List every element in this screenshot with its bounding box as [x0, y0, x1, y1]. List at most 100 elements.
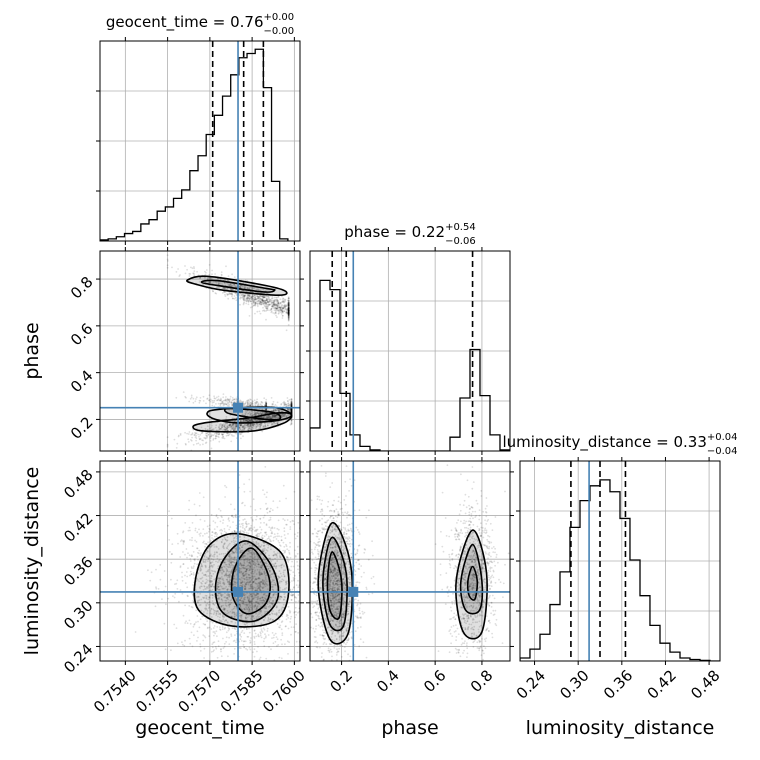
sample-point	[252, 651, 254, 654]
sample-point	[157, 588, 160, 590]
sample-point	[248, 427, 251, 430]
sample-point	[251, 400, 254, 402]
sample-point	[209, 437, 212, 440]
sample-point	[239, 420, 242, 422]
sample-point	[262, 296, 265, 298]
sample-point	[290, 405, 293, 407]
sample-point	[256, 424, 259, 426]
sample-point	[267, 305, 270, 308]
sample-point	[247, 424, 250, 427]
sample-point	[254, 632, 257, 635]
sample-point	[287, 315, 290, 318]
sample-point	[250, 424, 252, 427]
sample-point	[249, 419, 252, 422]
sample-point	[285, 308, 287, 310]
sample-point	[290, 422, 293, 425]
sample-point	[281, 301, 284, 303]
sample-point	[290, 410, 293, 413]
sample-point	[249, 404, 252, 407]
sample-point	[266, 416, 268, 419]
sample-point	[287, 309, 290, 312]
sample-point	[233, 611, 236, 614]
sample-point	[232, 423, 235, 426]
sample-point	[258, 310, 261, 313]
sample-point	[267, 295, 269, 298]
sample-point	[282, 307, 284, 310]
sample-point	[249, 300, 252, 303]
sample-point	[175, 627, 178, 629]
sample-point	[276, 416, 279, 419]
sample-point	[187, 529, 190, 532]
sample-point	[226, 432, 229, 435]
sample-point	[205, 432, 207, 435]
sample-point	[287, 297, 290, 300]
sample-point	[285, 329, 288, 332]
sample-point	[287, 308, 290, 311]
sample-point	[287, 302, 290, 304]
sample-point	[280, 409, 283, 412]
sample-point	[289, 408, 292, 411]
sample-point	[218, 286, 221, 289]
sample-point	[287, 306, 290, 309]
sample-point	[260, 303, 263, 306]
sample-point	[265, 299, 268, 302]
sample-point	[197, 620, 199, 623]
sample-point	[193, 274, 195, 276]
sample-point	[287, 304, 290, 306]
sample-point	[244, 290, 247, 293]
sample-point	[193, 270, 196, 272]
sample-point	[290, 410, 293, 413]
sample-point	[290, 599, 293, 601]
sample-point	[217, 433, 220, 436]
sample-point	[250, 419, 253, 422]
sample-point	[265, 299, 268, 301]
sample-point	[270, 310, 273, 313]
sample-point	[280, 301, 282, 304]
sample-point	[256, 298, 259, 300]
sample-point	[290, 398, 293, 401]
sample-point	[215, 435, 218, 438]
sample-point	[218, 428, 221, 431]
sample-point	[273, 307, 275, 310]
sample-point	[287, 313, 290, 315]
sample-point	[230, 428, 233, 430]
sample-point	[248, 297, 251, 300]
sample-point	[274, 306, 277, 309]
sample-point	[305, 565, 307, 567]
sample-point	[290, 409, 293, 412]
sample-point	[254, 419, 257, 421]
sample-point	[274, 307, 277, 309]
sample-point	[226, 425, 229, 428]
sample-point	[254, 296, 256, 299]
sample-point	[233, 627, 236, 629]
sample-point	[272, 410, 274, 412]
sample-point	[192, 625, 195, 628]
sample-point	[214, 273, 217, 275]
sample-point	[252, 297, 254, 300]
sample-point	[290, 404, 293, 407]
sample-point	[304, 599, 306, 601]
sample-point	[266, 306, 269, 309]
sample-point	[271, 305, 273, 308]
sample-point	[232, 423, 235, 426]
sample-point	[184, 639, 186, 642]
sample-point	[290, 410, 293, 412]
sample-point	[287, 312, 290, 315]
sample-point	[284, 537, 287, 539]
sample-point	[272, 414, 275, 417]
sample-point	[296, 535, 299, 538]
sample-point	[224, 424, 226, 427]
sample-point	[248, 294, 250, 297]
sample-point	[239, 424, 242, 427]
sample-point	[264, 404, 266, 406]
sample-point	[217, 286, 220, 289]
sample-point	[185, 548, 188, 550]
sample-point	[233, 276, 236, 278]
sample-point	[226, 429, 229, 432]
sample-point	[259, 631, 262, 634]
sample-point	[301, 549, 303, 551]
sample-point	[287, 307, 290, 310]
sample-point	[250, 428, 253, 430]
sample-point	[211, 273, 213, 276]
sample-point	[228, 424, 231, 427]
